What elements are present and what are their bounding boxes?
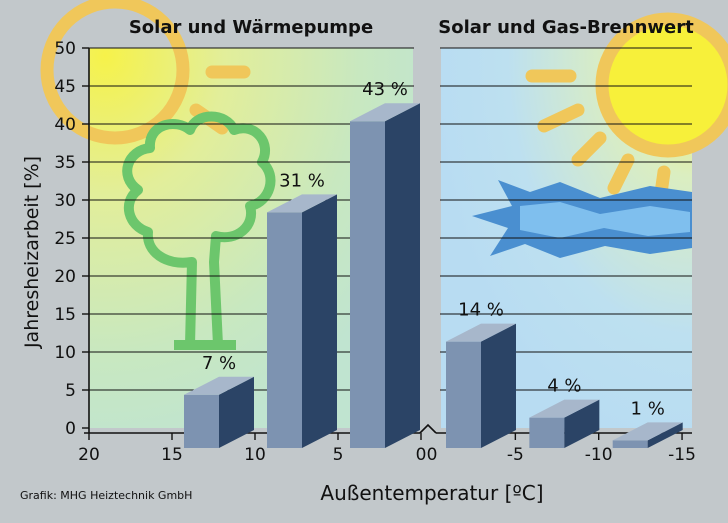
bar-side-face <box>219 376 254 448</box>
y-tick-label: 15 <box>54 305 76 325</box>
y-tick-label: 0 <box>65 419 76 439</box>
x-tick-label: 0 <box>416 445 427 465</box>
y-axis-label: Jahresheizarbeit [%] <box>21 156 43 349</box>
bar <box>267 194 337 448</box>
bar-front-face <box>350 121 385 448</box>
y-axis: 0 5 10 15 20 25 30 35 40 45 50 <box>54 39 89 439</box>
tree-icon <box>122 111 276 350</box>
bars <box>184 103 683 448</box>
y-tick-label: 30 <box>54 191 76 211</box>
x-tick-label: 20 <box>78 445 100 465</box>
chart-title-left: Solar und Wärmepumpe <box>129 17 373 38</box>
bar-front-face <box>612 440 648 448</box>
bar-value-label: 43 % <box>362 79 408 100</box>
bar-top-face <box>529 399 600 418</box>
y-tick-label: 5 <box>65 381 76 401</box>
bar <box>350 103 420 448</box>
x-tick-label: 15 <box>161 445 183 465</box>
x-tick-label: -15 <box>668 445 696 465</box>
x-tick-label: 0 <box>427 445 438 465</box>
bar-value-label: 1 % <box>631 398 665 419</box>
source-credit: Grafik: MHG Heiztechnik GmbH <box>20 489 192 502</box>
x-tick-label: 5 <box>333 445 344 465</box>
bar-front-face <box>446 341 481 448</box>
y-tick-label: 25 <box>54 229 76 249</box>
bar-side-face <box>647 422 683 448</box>
bar-side-face <box>385 103 420 448</box>
bar-top-face <box>184 376 254 395</box>
bar <box>446 323 516 448</box>
y-tick-label: 35 <box>54 153 76 173</box>
y-tick-label: 10 <box>54 343 76 363</box>
chart-title-right: Solar und Gas-Brennwert <box>438 17 694 38</box>
y-tick-label: 45 <box>54 77 76 97</box>
x-axis-label: Außentemperatur [ºC] <box>320 481 543 505</box>
bar <box>529 399 600 448</box>
bar-value-label: 31 % <box>279 170 325 191</box>
bar <box>612 422 683 448</box>
bar-front-face <box>529 417 565 448</box>
sun-icon-right <box>525 12 728 207</box>
x-tick-label: -5 <box>507 445 524 465</box>
x-axis: 20 15 10 5 0 0 -5 -10 -15 <box>78 433 696 465</box>
x-tick-label: 10 <box>244 445 266 465</box>
bar-labels: 7 % 31 % 43 % 14 % 4 % 1 % <box>202 79 665 419</box>
y-tick-label: 50 <box>54 39 76 59</box>
bar <box>184 376 254 448</box>
y-tick-label: 40 <box>54 115 76 135</box>
bar-top-face <box>350 103 420 122</box>
bar-top-face <box>267 194 337 213</box>
y-tick-label: 20 <box>54 267 76 287</box>
bar-front-face <box>267 212 302 448</box>
bar-side-face <box>302 194 337 448</box>
bar-value-label: 14 % <box>458 300 504 321</box>
x-tick-label: -10 <box>585 445 613 465</box>
bar-side-face <box>564 399 600 448</box>
bar-value-label: 4 % <box>547 376 581 397</box>
bar-value-label: 7 % <box>202 353 236 374</box>
bar-front-face <box>184 394 219 448</box>
gas-flame-icon <box>472 180 692 258</box>
bar-side-face <box>481 323 516 448</box>
bar-top-face <box>446 323 516 342</box>
bar-top-face <box>612 422 683 441</box>
